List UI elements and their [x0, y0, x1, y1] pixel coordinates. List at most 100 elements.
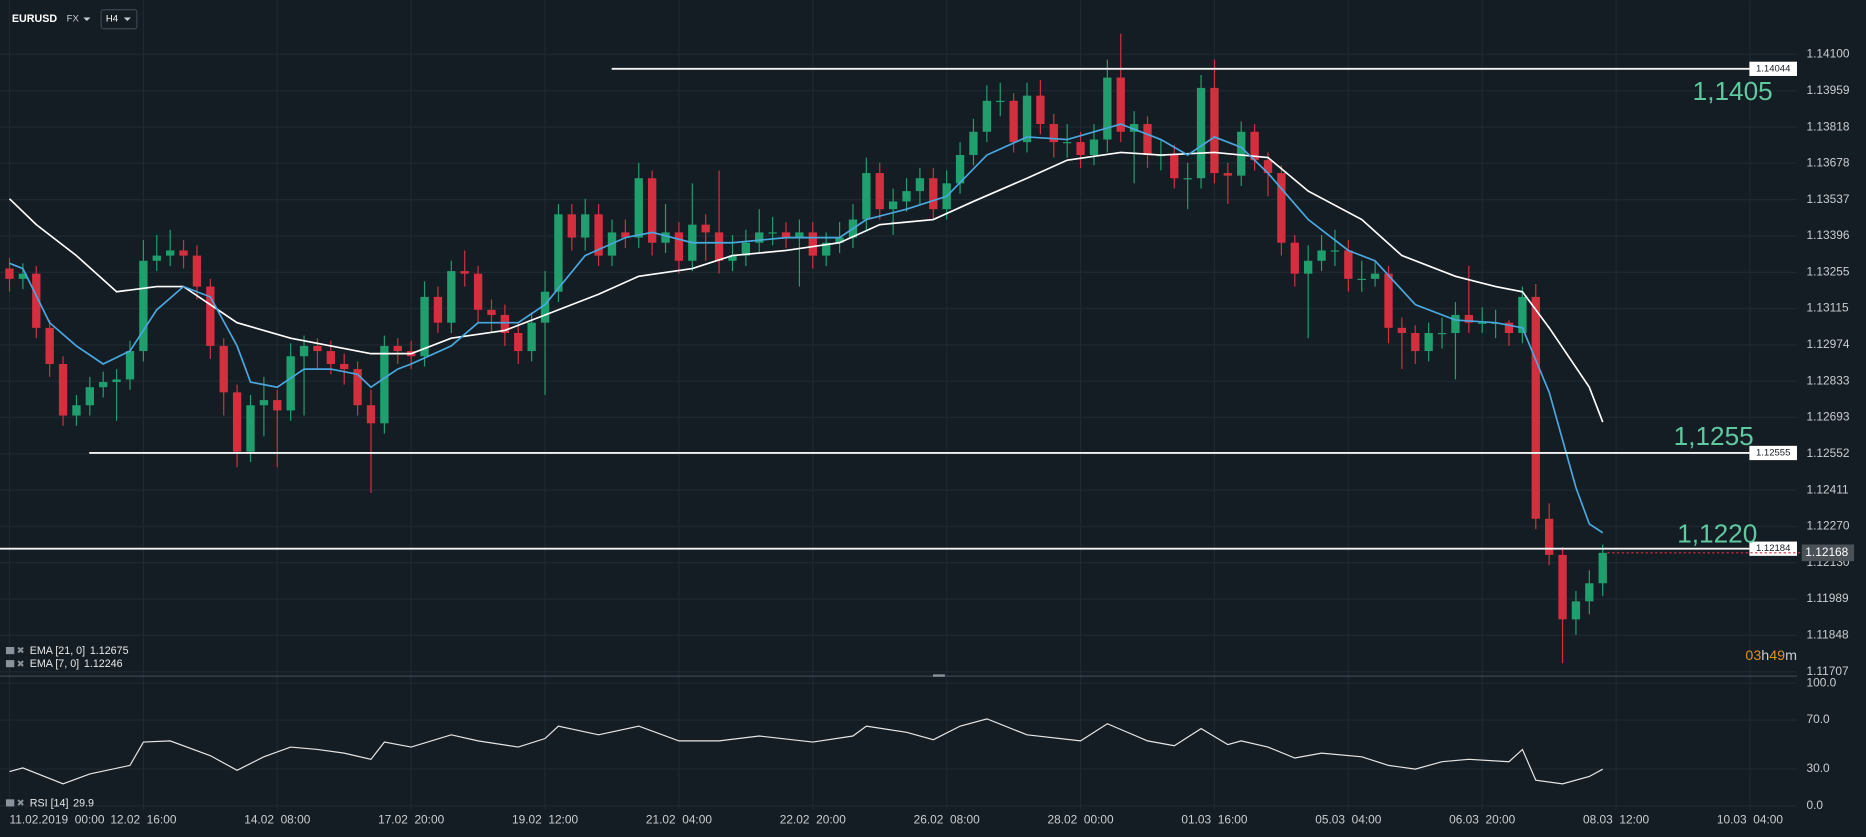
candle-body	[714, 232, 724, 261]
candle-body	[393, 345, 402, 352]
candle-body	[1103, 77, 1112, 140]
candle-body	[232, 392, 242, 452]
symbol[interactable]: EURUSD	[12, 13, 57, 25]
candle-body	[969, 131, 978, 155]
candle-body	[554, 214, 563, 292]
interval[interactable]: H4	[106, 14, 119, 25]
candle-body	[955, 154, 965, 184]
x-tick-label: 11.02.2019 00:00	[10, 812, 105, 826]
candle-body	[1544, 518, 1554, 555]
candle-body	[1424, 333, 1433, 352]
level-annotation: 1,1255	[1674, 421, 1754, 451]
level-label: 1.12184	[1756, 543, 1791, 554]
candle-body	[152, 255, 161, 261]
candle-body	[875, 173, 884, 210]
candle-body	[1210, 87, 1219, 174]
candle-body	[808, 232, 817, 256]
candle-body	[594, 214, 603, 256]
x-tick-label: 12.02 16:00	[110, 812, 177, 826]
candle-body	[1437, 333, 1447, 335]
ema-line	[9, 123, 1604, 534]
candle-body	[5, 268, 14, 279]
candle-body	[1344, 250, 1353, 279]
level-label: 1.12555	[1756, 447, 1790, 458]
legend-value: 29.9	[73, 797, 94, 809]
y-tick-label: 1.13818	[1806, 119, 1849, 133]
candle-body	[1036, 95, 1045, 125]
level-annotation: 1,1220	[1677, 519, 1757, 549]
level-label-box	[1749, 445, 1797, 461]
candle-body	[634, 178, 643, 238]
y-tick-label: 1.11707	[1806, 664, 1848, 678]
candle-body	[112, 379, 121, 383]
legend-name: EMA [21, 0]	[30, 645, 85, 657]
legend-value: 1.12675	[90, 645, 129, 657]
candle-body	[1357, 278, 1366, 281]
candle-body	[1116, 77, 1125, 132]
candle-body	[1183, 178, 1192, 180]
candle-body	[1263, 160, 1273, 174]
dropdown-arrow[interactable]	[83, 17, 91, 22]
candle-body	[473, 273, 483, 310]
level-annotation: 1,1405	[1693, 76, 1773, 106]
x-tick-label: 06.03 20:00	[1449, 812, 1516, 826]
grid: 11.02.2019 00:00 12.02 16:00 14.02 08:00 17…	[0, 0, 1850, 826]
dropdown-arrow[interactable]	[123, 17, 131, 22]
candle-body	[1237, 131, 1246, 176]
candle-body	[929, 178, 938, 210]
candle-body	[1196, 87, 1206, 179]
candle-body	[1478, 322, 1487, 324]
candle-body	[1558, 554, 1567, 620]
candle-body	[822, 242, 831, 256]
panel-resize-handle[interactable]	[933, 674, 945, 677]
ema-line	[8, 151, 1604, 423]
legend-icon	[5, 799, 15, 807]
y-tick-label: 1.12974	[1806, 337, 1849, 351]
candle-body	[1571, 601, 1581, 620]
legend-icon	[5, 660, 15, 668]
candle-body	[755, 232, 764, 243]
x-tick-label: 10.03 04:00	[1717, 812, 1784, 826]
candle-body	[125, 351, 135, 380]
candle-body	[72, 405, 81, 416]
candle-body	[460, 271, 469, 274]
candle-body	[915, 178, 925, 192]
candle-body	[166, 250, 175, 256]
candle-body	[1250, 131, 1259, 161]
level-label: 1.14044	[1756, 63, 1791, 74]
candle-body	[1330, 250, 1340, 252]
candle-body	[246, 405, 255, 452]
y-tick-label: 1.14100	[1806, 47, 1849, 61]
timer-part: h	[1761, 648, 1769, 664]
x-tick-label: 22.02 20:00	[780, 812, 847, 826]
candle-body	[661, 232, 670, 243]
legend-close: ✖	[17, 646, 25, 657]
candle-body	[888, 201, 898, 210]
x-tick-label: 08.03 12:00	[1583, 812, 1650, 826]
candle-body	[1531, 296, 1540, 519]
candle-body	[18, 273, 28, 279]
candle-body	[1170, 154, 1179, 179]
y-tick-label: 1.12552	[1806, 446, 1849, 460]
candle-body	[982, 100, 992, 132]
x-tick-label: 28.02 00:00	[1048, 812, 1115, 826]
interval-box[interactable]	[100, 9, 138, 30]
market[interactable]: FX	[67, 14, 80, 25]
candle-body	[259, 400, 269, 406]
y-tick-label: 1.12833	[1806, 373, 1849, 387]
candle-body	[500, 314, 510, 334]
candle-body	[1304, 260, 1313, 274]
candle-body	[581, 214, 590, 238]
candle-body	[1585, 583, 1594, 602]
x-tick-label: 19.02 12:00	[512, 812, 579, 826]
y-tick-label: 1.13537	[1806, 192, 1849, 206]
candle-body	[567, 214, 576, 238]
candle-body	[1518, 296, 1527, 334]
candle-body	[1143, 124, 1152, 155]
legend-name: EMA [7, 0]	[30, 658, 79, 670]
marks	[5, 33, 1607, 664]
x-tick-label: 14.02 08:00	[244, 812, 311, 826]
candle-body	[206, 286, 215, 346]
